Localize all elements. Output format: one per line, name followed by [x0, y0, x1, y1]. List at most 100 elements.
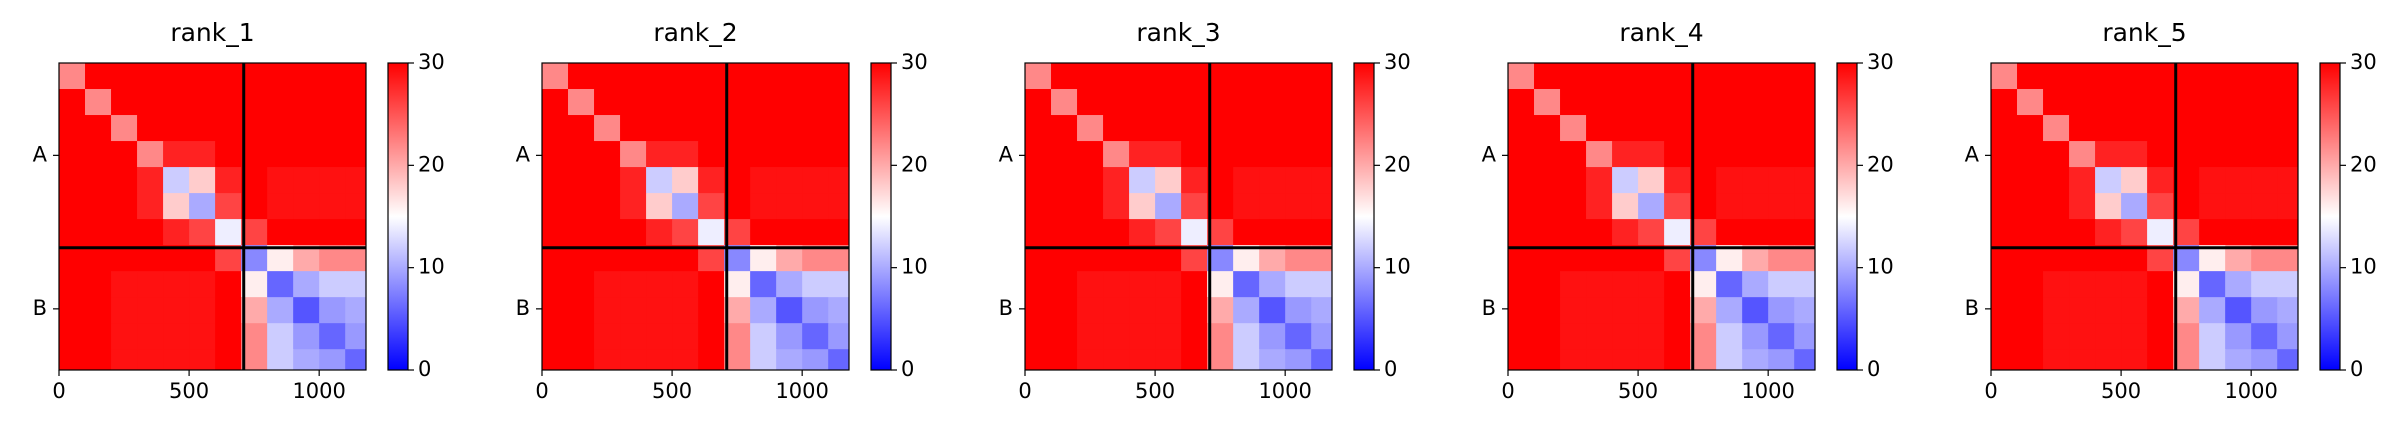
heat-cell	[267, 297, 294, 324]
heat-cell	[215, 271, 242, 298]
colorbar-tick-label: 0	[2350, 357, 2363, 381]
heat-cell	[1025, 89, 1052, 116]
heat-cell	[568, 297, 595, 324]
heat-cell	[111, 271, 138, 298]
heat-cell	[672, 115, 699, 142]
heat-cell	[2277, 89, 2299, 116]
heat-cell	[2251, 63, 2278, 90]
heat-cell	[267, 219, 294, 246]
heat-cell	[1508, 271, 1535, 298]
heat-cell	[724, 141, 751, 168]
heat-cell	[2121, 89, 2148, 116]
heat-cell	[1233, 89, 1260, 116]
heat-cell	[1077, 297, 1104, 324]
heat-cell	[1155, 115, 1182, 142]
heat-cell	[215, 141, 242, 168]
heat-cell	[2173, 323, 2200, 350]
heat-cell	[2225, 323, 2252, 350]
heat-cell	[1664, 89, 1691, 116]
heat-cell	[1207, 63, 1234, 90]
heat-cell	[1103, 115, 1130, 142]
heat-cell	[1051, 271, 1078, 298]
heat-cell	[1155, 89, 1182, 116]
heat-cell	[568, 323, 595, 350]
heat-cell	[2121, 219, 2148, 246]
heat-cell	[1077, 245, 1104, 272]
heat-cell	[1586, 219, 1613, 246]
heat-cell	[1638, 63, 1665, 90]
heat-cell	[724, 297, 751, 324]
heat-cell	[2173, 193, 2200, 220]
heat-cell	[1181, 63, 1208, 90]
heat-cell	[345, 115, 367, 142]
heat-cell	[1077, 63, 1104, 90]
heat-cell	[2121, 323, 2148, 350]
heat-cell	[698, 297, 725, 324]
heat-cell	[241, 63, 268, 90]
heat-cell	[1991, 349, 2018, 371]
heat-cell	[594, 297, 621, 324]
heat-cell	[1560, 63, 1587, 90]
heat-cell	[776, 167, 803, 194]
x-tick-label: 0	[1501, 379, 1514, 403]
heat-cell	[1051, 193, 1078, 220]
heat-cell	[568, 115, 595, 142]
heat-cell	[1534, 63, 1561, 90]
colorbar-tick-label: 10	[901, 255, 928, 279]
heat-cell	[293, 193, 320, 220]
heat-cell	[293, 141, 320, 168]
heat-cell	[111, 115, 138, 142]
heat-cell	[215, 63, 242, 90]
heat-cell	[1664, 167, 1691, 194]
heat-cell	[59, 297, 86, 324]
heat-cell	[2043, 193, 2070, 220]
heat-cell	[111, 193, 138, 220]
heat-cell	[1560, 89, 1587, 116]
heat-cell	[1638, 323, 1665, 350]
heat-cell	[1664, 115, 1691, 142]
heat-cell	[1233, 167, 1260, 194]
heat-cell	[1690, 297, 1717, 324]
heat-cell	[1742, 63, 1769, 90]
colorbar-tick-label: 20	[901, 152, 928, 176]
heat-cell	[802, 115, 829, 142]
heat-cell	[2069, 219, 2096, 246]
heat-cell	[2043, 271, 2070, 298]
heat-cell	[2277, 193, 2299, 220]
heat-cell	[1716, 63, 1743, 90]
heat-cell	[1794, 193, 1816, 220]
heat-cell	[1051, 297, 1078, 324]
heat-cell	[1716, 89, 1743, 116]
heat-cell	[59, 167, 86, 194]
heat-cell	[698, 141, 725, 168]
heat-cell	[189, 141, 216, 168]
heat-cell	[2095, 297, 2122, 324]
heat-cell	[1155, 349, 1182, 371]
heat-cell	[776, 193, 803, 220]
heat-cell	[137, 63, 164, 90]
heat-cell	[215, 245, 242, 272]
heat-cell	[1690, 219, 1717, 246]
heat-cell	[1794, 271, 1816, 298]
heat-cell	[1025, 349, 1052, 371]
heat-cell	[1768, 89, 1795, 116]
heat-cell	[698, 89, 725, 116]
heat-cell	[1716, 297, 1743, 324]
heat-cell	[1077, 193, 1104, 220]
heat-cell	[1103, 271, 1130, 298]
heat-cell	[1768, 323, 1795, 350]
x-tick-label: 500	[652, 379, 692, 403]
heat-cell	[1129, 349, 1156, 371]
heat-cell	[646, 167, 673, 194]
heat-cell	[1612, 219, 1639, 246]
heat-cell	[85, 115, 112, 142]
heat-cell	[163, 349, 190, 371]
heat-cell	[1311, 323, 1333, 350]
heat-cell	[2173, 219, 2200, 246]
heat-cell	[2173, 115, 2200, 142]
heat-cell	[1129, 271, 1156, 298]
heat-cell	[776, 141, 803, 168]
x-tick-label: 500	[2101, 379, 2141, 403]
heat-cell	[2017, 89, 2044, 116]
heat-cell	[1051, 323, 1078, 350]
